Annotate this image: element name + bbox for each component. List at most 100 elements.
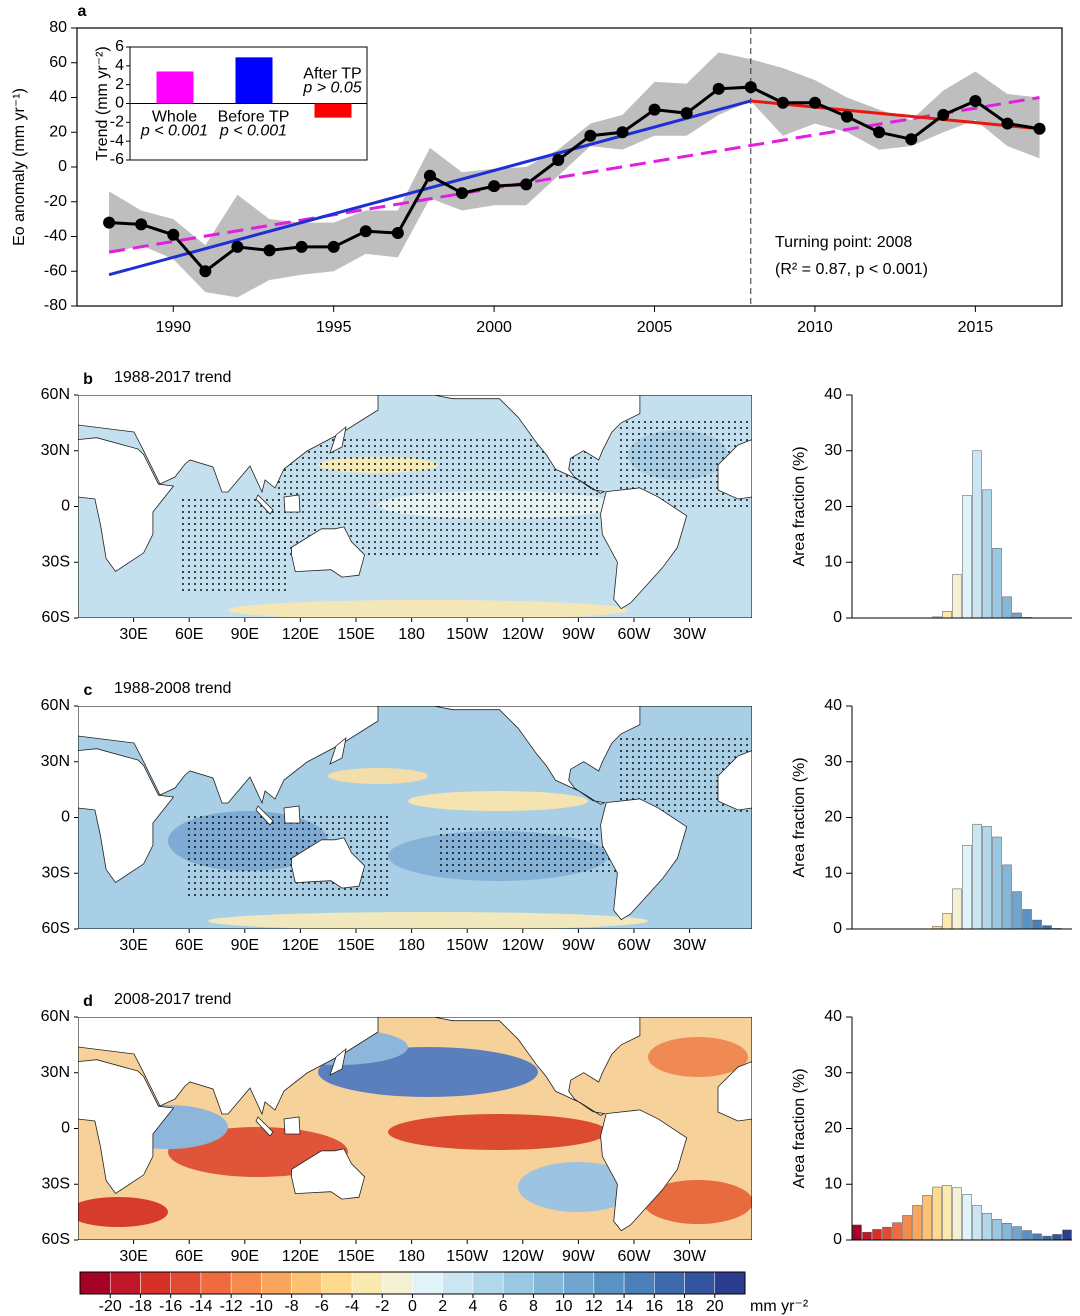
panel-label: a [78,3,87,20]
lon-label: 30W [673,937,707,954]
colorbar-segment [109,1271,141,1295]
data-point [680,107,693,120]
lon-label: 120W [502,937,545,954]
y-tick-label: 10 [824,1175,842,1192]
colorbar-segment [291,1271,323,1295]
data-point [584,129,597,142]
histogram-bar [852,1224,862,1241]
map-title: 1988-2008 trend [114,680,231,697]
lon-label: 90E [231,626,259,643]
colorbar-tick-label: -8 [284,1298,298,1315]
data-point [873,126,886,139]
x-tick-label: 2015 [958,319,994,336]
inset-note: p < 0.001 [219,123,287,140]
lon-label: 180 [398,937,425,954]
lon-label: 60E [175,1248,203,1265]
y-tick-label: 0 [833,1231,842,1248]
data-point [520,178,533,191]
colorbar-tick-label: -2 [375,1298,389,1315]
histogram-bar [902,1215,912,1241]
histogram-bar [952,574,962,619]
y-tick-label: 40 [824,697,842,714]
y-tick-label: 20 [824,498,842,515]
y-tick-label: 60 [49,54,67,71]
lon-label: 60W [618,937,652,954]
histogram-bar [1032,1233,1042,1241]
histogram-bar [1052,1234,1062,1241]
lon-label: 120E [282,937,319,954]
lat-label: 30N [41,442,70,459]
data-point [327,240,340,253]
panel-label: d [83,993,93,1010]
colorbar-segment [714,1271,746,1295]
histogram-bar [872,1229,882,1241]
inset-y-tick-label: -6 [110,151,124,168]
x-tick-label: 2010 [797,319,833,336]
colorbar-tick-label: 18 [676,1298,694,1315]
lon-label: 60E [175,626,203,643]
data-point [488,180,501,193]
colorbar-segment [593,1271,625,1295]
colorbar-unit: mm yr⁻² [750,1298,809,1315]
histogram-bar [962,1194,972,1241]
lon-label: 150E [337,937,374,954]
lat-label: 30S [42,1175,70,1192]
histogram-bar [992,548,1002,619]
trend-line [108,96,1040,254]
y-tick-label: -20 [44,193,67,210]
plot-frame [76,27,1063,307]
colorbar-segment [412,1271,443,1295]
map-d [78,1017,752,1240]
histogram-bar [1012,891,1022,930]
lon-label: 150W [446,1248,489,1265]
colorbar-tick-label: 8 [529,1298,538,1315]
histogram-bar [1002,1223,1012,1241]
trend-line [108,99,752,277]
data-point [1033,122,1046,135]
annotation: (R² = 0.87, p < 0.001) [775,261,928,278]
colorbar-segment [533,1271,564,1295]
y-tick-label: 0 [833,920,842,937]
data-point [841,110,854,123]
lon-label: 90E [231,937,259,954]
y-tick-label: 30 [824,753,842,770]
y-axis-label: Area fraction (%) [791,1068,808,1188]
histogram-bar [1042,1235,1052,1241]
inset-y-tick-label: 6 [115,38,124,55]
map-title: 1988-2017 trend [114,369,231,386]
data-point [263,244,276,257]
colorbar-segment [654,1271,685,1295]
panel-label: c [84,682,93,699]
colorbar-segment [623,1271,655,1295]
colorbar-tick-label: -6 [315,1298,329,1315]
y-tick-label: 10 [824,864,842,881]
histogram-bar [892,1222,902,1241]
colorbar-tick-label: 4 [469,1298,478,1315]
histogram-bar [962,495,972,619]
y-tick-label: 0 [58,158,67,175]
histogram-bar [1022,909,1032,930]
trend-line [750,99,1040,131]
histogram-bar [942,913,952,930]
data-point [648,103,661,116]
uncertainty-band [109,52,1040,298]
lat-label: 60N [41,386,70,403]
lat-label: 60S [42,920,70,937]
lon-label: 150E [337,626,374,643]
lat-label: 30S [42,864,70,881]
lon-label: 120W [502,626,545,643]
lon-label: 150W [446,626,489,643]
lon-label: 90W [562,626,596,643]
data-point [712,82,725,95]
histogram-bar [942,1185,952,1241]
y-tick-label: 20 [824,809,842,826]
colorbar-segment [472,1271,504,1295]
inset-y-tick-label: -2 [110,114,124,131]
y-axis-label: Eo anomaly (mm yr⁻¹) [11,88,28,246]
histogram-bar [862,1231,872,1241]
colorbar-segment [79,1271,111,1295]
colorbar-segment [140,1271,171,1295]
histogram-bar [1012,1226,1022,1241]
y-tick-label: 30 [824,442,842,459]
